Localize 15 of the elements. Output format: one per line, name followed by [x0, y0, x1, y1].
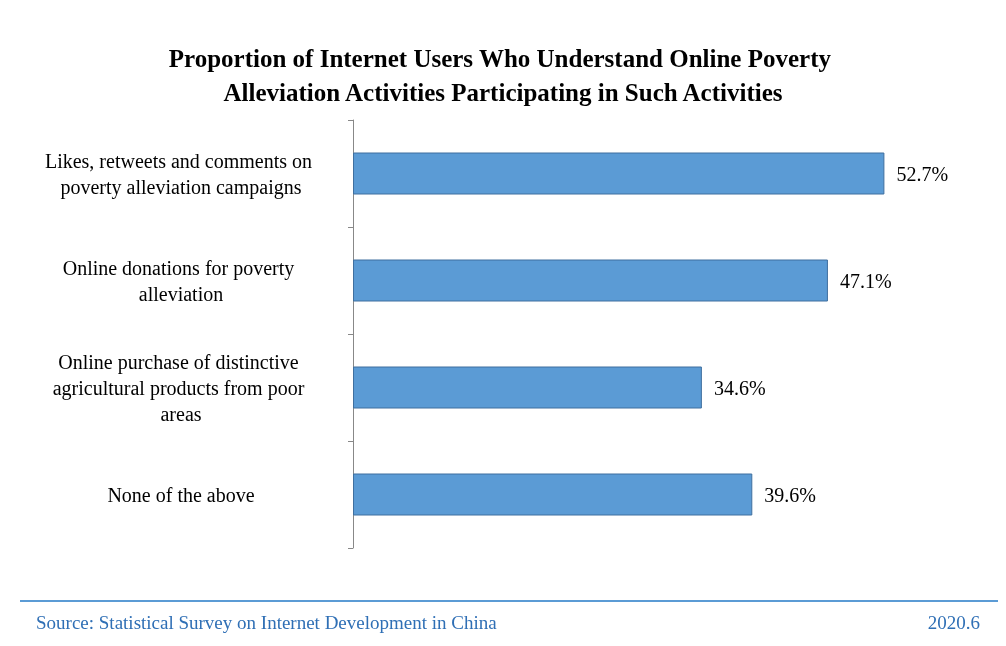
data-label: 34.6% — [713, 376, 766, 399]
chart-title: Proportion of Internet Users Who Understand Online Poverty Alleviation Activities Participating in Such Activities — [168, 44, 838, 106]
y-tick-label: Likes, retweets and comments on poverty alleviation campaigns — [44, 149, 318, 199]
bar — [353, 473, 753, 516]
data-label: 47.1% — [839, 269, 892, 292]
y-tick-label: Online purchase of distinctive agricultural products from poor areas — [52, 350, 310, 425]
data-label: 39.6% — [764, 483, 816, 506]
y-tick-label: Online donations for poverty alleviation — [62, 256, 300, 305]
bar — [353, 366, 702, 409]
y-tick-label: None of the above — [107, 483, 255, 506]
text: 2020.6 — [927, 612, 980, 633]
data-label: 52.7% — [896, 162, 949, 185]
bar — [353, 259, 828, 302]
source-note: Source: Statistical Survey on Internet Development in China — [36, 612, 498, 633]
bar — [353, 152, 885, 195]
